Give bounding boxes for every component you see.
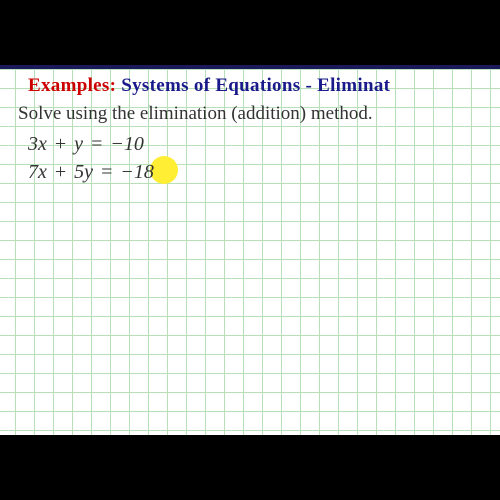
eq1-term1-coef: 3: [28, 133, 38, 155]
eq2-equals: =: [101, 161, 112, 183]
eq2-term2-var: y: [84, 161, 93, 183]
page-container: Examples: Systems of Equations - Elimina…: [0, 65, 500, 435]
eq2-term1-var: x: [38, 161, 47, 183]
highlight-circle: [150, 156, 178, 184]
eq1-equals: =: [91, 133, 102, 155]
eq1-plus-op: +: [55, 133, 66, 155]
eq1-rhs: −10: [110, 133, 144, 155]
eq2-term1-coef: 7: [28, 161, 38, 183]
eq2-rhs: −18: [120, 161, 154, 183]
eq2-term2-coef: 5: [74, 161, 84, 183]
header-line: Examples: Systems of Equations - Elimina…: [28, 75, 390, 97]
instruction-text: Solve using the elimination (addition) m…: [18, 103, 373, 125]
topic-title: Systems of Equations - Eliminat: [121, 75, 390, 96]
equation-1: 3x + y = −10: [28, 133, 144, 156]
equation-2: 7x + 5y = −18: [28, 161, 154, 184]
eq2-plus-op: +: [55, 161, 66, 183]
eq1-term2-var: y: [74, 133, 83, 155]
examples-label: Examples:: [28, 75, 116, 96]
eq1-term1-var: x: [38, 133, 47, 155]
